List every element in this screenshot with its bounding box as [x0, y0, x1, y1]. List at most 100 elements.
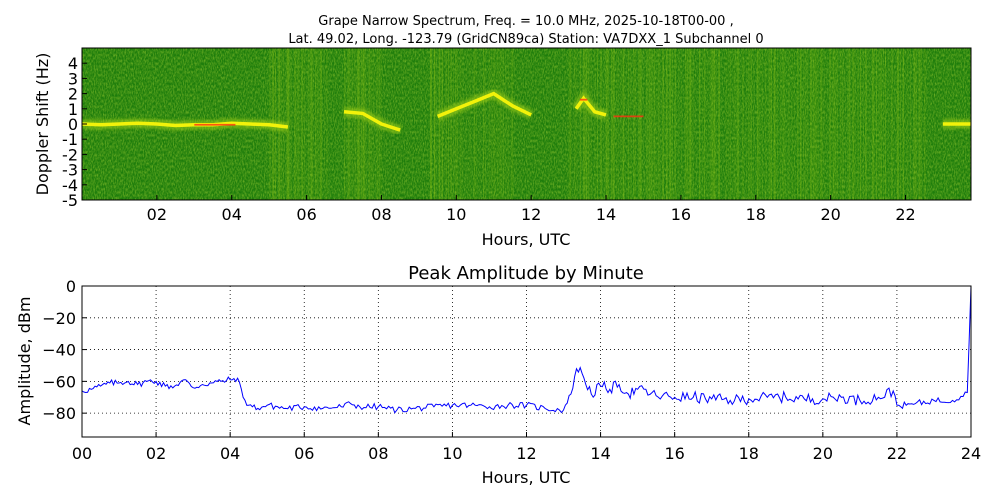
spectrogram-band: [865, 48, 867, 200]
spectrogram-x-axis: 02 04 06 08 10 12 14 16 18 20 22: [147, 195, 916, 224]
spectrogram-band: [920, 48, 922, 200]
spectrogram-band: [315, 48, 317, 200]
spectrogram-band: [821, 48, 824, 200]
amplitude-ylabel: Amplitude, dBm: [15, 297, 34, 426]
amplitude-panel: Peak Amplitude by Minute 00 02 04 06 08 10 12 1…: [15, 263, 981, 487]
amplitude-x-tick-label: 08: [368, 444, 388, 463]
spectrogram-band: [310, 48, 313, 200]
spectrogram-band: [710, 48, 712, 200]
spectrogram-y-tick-label: -4: [62, 176, 78, 195]
spectrogram-band: [787, 48, 790, 200]
spectrogram-band: [452, 48, 454, 200]
spectrogram-band: [496, 48, 499, 200]
spectrogram-band: [648, 48, 651, 200]
spectrogram-carrier: [82, 87, 971, 135]
spectrogram-band: [500, 48, 502, 200]
spectrogram-band: [483, 48, 485, 200]
spectrogram-y-tick-label: 3: [68, 69, 78, 88]
spectrogram-band: [319, 48, 322, 200]
spectrogram-band: [718, 48, 720, 200]
spectrogram-band: [326, 48, 328, 200]
spectrogram-band: [455, 48, 456, 200]
spectrogram-band: [880, 48, 882, 200]
amplitude-x-tick-label: 04: [220, 444, 240, 463]
spectrogram-band: [594, 48, 596, 200]
spectrogram-band: [433, 48, 436, 200]
spectrogram-band: [662, 48, 664, 200]
spectrogram-band: [347, 48, 349, 200]
amplitude-y-axis: 0 −20 −40 −60 −80: [42, 277, 87, 423]
spectrogram-band: [868, 48, 871, 200]
spectrogram-band: [777, 48, 778, 200]
spectrogram-band: [847, 48, 849, 200]
spectrogram-band: [849, 48, 851, 200]
amplitude-x-tick-label: 18: [739, 444, 759, 463]
spectrogram-band: [748, 48, 750, 200]
amplitude-y-tick-label: −80: [42, 404, 76, 423]
spectrogram-band: [812, 48, 815, 200]
spectrogram-x-tick-label: 06: [296, 205, 316, 224]
spectrogram-band: [834, 48, 836, 200]
spectrogram-band: [507, 48, 510, 200]
spectrogram-y-tick-label: -3: [62, 161, 78, 180]
spectrogram-band: [616, 48, 617, 200]
amplitude-x-tick-label: 20: [813, 444, 833, 463]
spectrogram-band: [882, 48, 885, 200]
spectrogram-band: [738, 48, 740, 200]
spectrogram-band: [805, 48, 807, 200]
spectrogram-band: [756, 48, 759, 200]
spectrogram-band: [651, 48, 653, 200]
spectrogram-band: [298, 48, 300, 200]
spectrogram-band: [349, 48, 351, 200]
spectrogram-band: [645, 48, 648, 200]
spectrogram-band: [770, 48, 772, 200]
spectrogram-band: [829, 48, 832, 200]
spectrogram-band: [655, 48, 657, 200]
spectrogram-band: [324, 48, 325, 200]
spectrogram-band: [354, 48, 357, 200]
spectrogram-band: [570, 48, 572, 200]
spectrogram-band: [597, 48, 598, 200]
spectrogram-y-tick-label: -1: [62, 130, 78, 149]
amplitude-x-tick-label: 02: [146, 444, 166, 463]
spectrogram-band: [761, 48, 763, 200]
spectrogram-band: [854, 48, 856, 200]
spectrogram-band: [459, 48, 462, 200]
spectrogram-band: [780, 48, 782, 200]
spectrogram-x-tick-label: 16: [671, 205, 691, 224]
spectrogram-band: [356, 48, 359, 200]
spectrogram-band: [456, 48, 458, 200]
spectrogram-band: [582, 48, 585, 200]
spectrogram-band: [351, 48, 354, 200]
spectrogram-band: [820, 48, 823, 200]
spectrogram-band: [674, 48, 677, 200]
spectrogram-band: [657, 48, 660, 200]
amplitude-y-tick-label: −20: [42, 309, 76, 328]
spectrogram-band: [465, 48, 467, 200]
spectrogram-band: [665, 48, 668, 200]
spectrogram-bands: [269, 48, 926, 200]
spectrogram-band: [894, 48, 895, 200]
spectrogram-band: [773, 48, 776, 200]
spectrogram-band: [445, 48, 447, 200]
spectrogram-band: [753, 48, 754, 200]
spectrogram-band: [490, 48, 493, 200]
spectrogram-band: [488, 48, 490, 200]
spectrogram-band: [860, 48, 862, 200]
spectrogram-band: [678, 48, 680, 200]
spectrogram-band: [797, 48, 799, 200]
spectrogram-band: [358, 48, 360, 200]
spectrogram-band: [759, 48, 761, 200]
spectrogram-band: [852, 48, 854, 200]
spectrogram-band: [288, 48, 290, 200]
spectrogram-y-tick-label: 1: [68, 100, 78, 119]
figure-title-line2: Lat. 49.02, Long. -123.79 (GridCN89ca) S…: [288, 32, 763, 47]
spectrogram-band: [793, 48, 795, 200]
spectrogram-band: [301, 48, 304, 200]
spectrogram-band: [585, 48, 587, 200]
spectrogram-x-tick-label: 18: [746, 205, 766, 224]
spectrogram-band: [906, 48, 909, 200]
spectrogram-band: [862, 48, 864, 200]
